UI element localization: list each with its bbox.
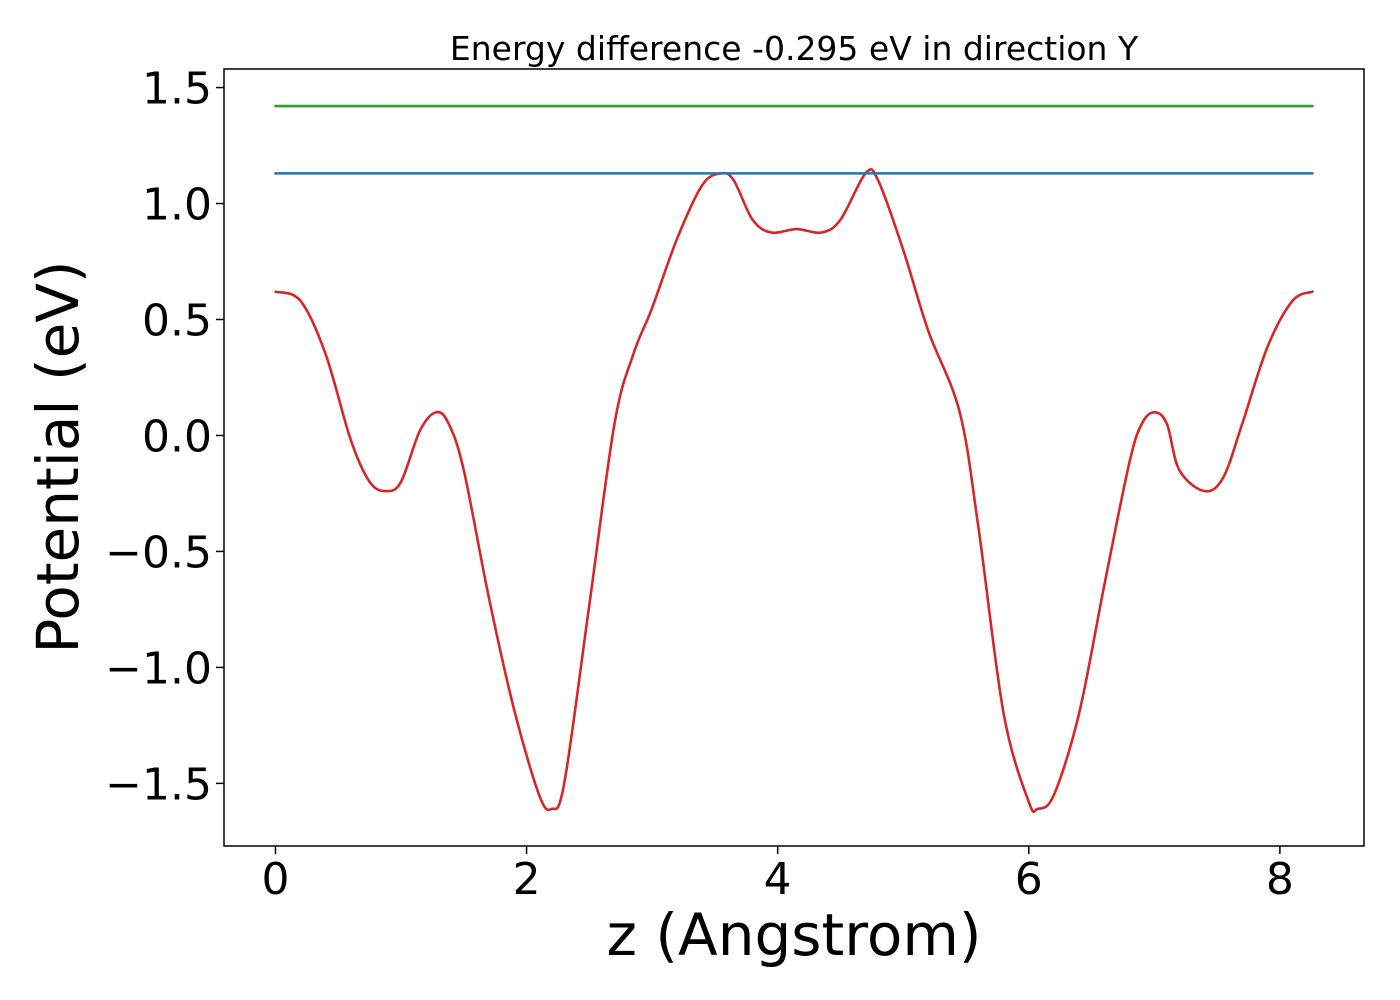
y-tick-label: 1.0 <box>142 180 212 231</box>
y-axis-ticks: −1.5 −1.0 −0.5 0.0 0.5 1.0 1.5 <box>105 64 224 810</box>
x-tick-label: 8 <box>1266 854 1294 905</box>
y-tick-label: 0.0 <box>142 411 212 462</box>
y-axis-label: Potential (eV) <box>24 260 92 653</box>
x-tick-label: 2 <box>513 854 541 905</box>
y-tick-label: 0.5 <box>142 295 212 346</box>
x-tick-label: 4 <box>764 854 792 905</box>
y-tick-label: −1.0 <box>105 643 212 694</box>
y-tick-label: −1.5 <box>105 759 212 810</box>
y-tick-label: −0.5 <box>105 527 212 578</box>
chart-title: Energy difference -0.295 eV in direction… <box>450 29 1139 68</box>
x-axis-ticks: 0 2 4 6 8 <box>261 846 1294 905</box>
y-tick-label: 1.5 <box>142 64 212 115</box>
series-line-1 <box>274 168 1314 814</box>
plot-frame <box>223 68 1365 847</box>
plot-area <box>274 104 1314 814</box>
x-tick-label: 0 <box>261 854 289 905</box>
x-tick-label: 6 <box>1015 854 1043 905</box>
x-axis-label: z (Angstrom) <box>607 901 982 969</box>
